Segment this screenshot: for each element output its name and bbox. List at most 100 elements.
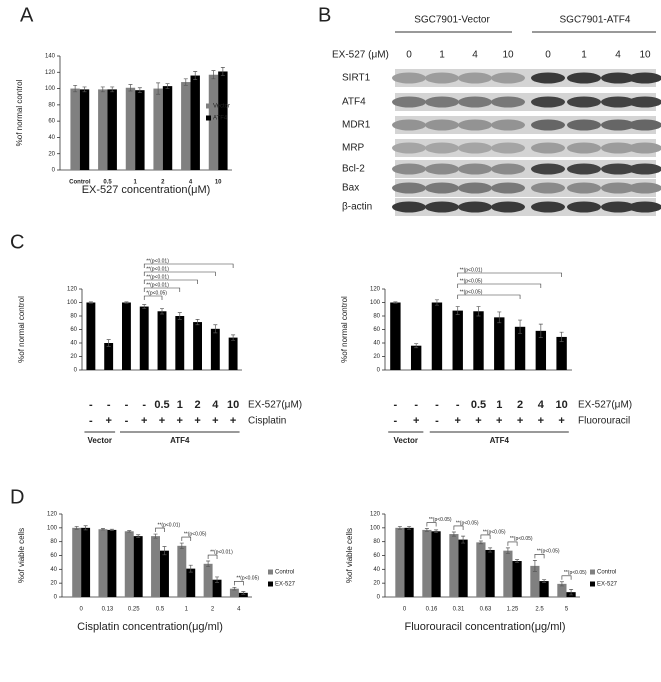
error-bar xyxy=(179,542,184,549)
table-cell: - xyxy=(89,415,93,427)
y-tick-label: 60 xyxy=(50,553,57,559)
x-tick-label: 2.5 xyxy=(535,607,544,613)
y-tick-label: 120 xyxy=(370,512,381,518)
blot-band xyxy=(567,72,601,84)
blot-band xyxy=(491,182,525,194)
y-axis-label: %of viable cells xyxy=(17,528,26,583)
blot-band xyxy=(601,119,635,131)
y-axis-label: %of normal control xyxy=(340,296,349,363)
significance-bracket xyxy=(426,522,437,527)
y-tick-label: 0 xyxy=(52,168,56,174)
y-tick-label: 40 xyxy=(48,135,55,141)
error-bar xyxy=(434,529,439,534)
significance-label: **(p<0.01) xyxy=(146,282,169,288)
bar xyxy=(104,343,114,370)
y-axis-label: %of normal control xyxy=(17,296,26,363)
bar xyxy=(530,565,540,597)
y-tick-label: 100 xyxy=(45,86,56,92)
bar xyxy=(190,75,200,170)
table-cell: + xyxy=(230,415,236,427)
error-bar xyxy=(518,319,523,334)
significance-label: **(p<0.01) xyxy=(146,266,169,272)
y-tick-label: 100 xyxy=(370,525,381,531)
bar xyxy=(186,568,196,597)
error-bar xyxy=(393,301,398,304)
blot-band xyxy=(458,201,492,213)
x-tick-label: 0.13 xyxy=(102,607,114,613)
y-tick-label: 80 xyxy=(373,539,380,545)
bar xyxy=(139,306,149,370)
significance-bracket xyxy=(507,541,518,546)
group-label: Vector xyxy=(394,436,418,445)
blot-band xyxy=(531,96,565,108)
error-bar xyxy=(397,526,402,530)
blot-band xyxy=(531,72,565,84)
blot-band xyxy=(425,72,459,84)
significance-label: **(p<0.01) xyxy=(210,549,233,555)
row-label: Fluorouracil xyxy=(578,416,630,427)
table-cell: + xyxy=(141,415,147,427)
table-cell: - xyxy=(142,399,146,411)
table-cell: - xyxy=(414,399,418,411)
error-bar xyxy=(74,526,79,530)
error-bar xyxy=(478,540,483,545)
table-cell: + xyxy=(475,415,481,427)
y-tick-label: 40 xyxy=(70,341,77,347)
blot-band xyxy=(491,163,525,175)
blot-band xyxy=(567,142,601,154)
legend-swatch xyxy=(590,569,595,575)
blot-band xyxy=(392,163,426,175)
significance-bracket xyxy=(143,263,234,268)
blot-band xyxy=(567,201,601,213)
legend-label: Control xyxy=(275,570,294,576)
blot-band xyxy=(628,163,661,175)
table-cell: 4 xyxy=(212,399,219,411)
blot-band xyxy=(628,119,661,131)
significance-bracket xyxy=(457,272,562,277)
blot-band xyxy=(491,72,525,84)
bar xyxy=(449,534,459,597)
blot-band xyxy=(425,119,459,131)
group-label: SGC7901-Vector xyxy=(414,15,490,26)
legend-swatch xyxy=(206,115,211,121)
blot-band xyxy=(531,163,565,175)
bar xyxy=(153,88,163,170)
error-bar xyxy=(162,546,167,556)
table-cell: - xyxy=(89,399,93,411)
x-axis-label: Cisplatin concentration(μg/ml) xyxy=(77,621,223,633)
error-bar xyxy=(165,83,170,89)
error-bar xyxy=(232,586,237,591)
error-bar xyxy=(542,579,547,583)
bar xyxy=(404,527,414,597)
bar xyxy=(175,316,185,370)
error-bar xyxy=(434,299,439,306)
bar xyxy=(133,536,143,597)
y-tick-label: 80 xyxy=(48,102,55,108)
bar xyxy=(512,561,522,597)
bar xyxy=(476,542,486,597)
significance-label: **(p<0.01) xyxy=(158,522,181,528)
y-tick-label: 80 xyxy=(50,539,57,545)
table-cell: + xyxy=(177,415,183,427)
x-tick-label: 0.5 xyxy=(156,607,165,613)
x-tick-label: 0.5 xyxy=(103,180,112,186)
significance-label: **(p<0.05) xyxy=(460,289,483,295)
blot-band xyxy=(531,201,565,213)
bar xyxy=(494,317,505,370)
error-bar xyxy=(407,526,412,530)
blot-panel: SGC7901-Vector SGC7901-ATF4 EX-527 (μM) xyxy=(332,15,656,61)
table-cell: - xyxy=(435,415,439,427)
y-tick-label: 60 xyxy=(373,327,380,333)
y-tick-label: 20 xyxy=(373,581,380,587)
bar xyxy=(124,531,134,597)
group-label: SGC7901-ATF4 xyxy=(560,15,631,26)
blot-band xyxy=(392,201,426,213)
significance-label: **(p<0.01) xyxy=(146,258,169,264)
blot-band xyxy=(425,142,459,154)
error-bar xyxy=(183,78,188,86)
blot-band xyxy=(458,96,492,108)
legend-label: ATF4 xyxy=(213,116,228,122)
error-bar xyxy=(532,559,537,572)
significance-bracket xyxy=(207,554,218,560)
significance-bracket xyxy=(480,534,491,539)
